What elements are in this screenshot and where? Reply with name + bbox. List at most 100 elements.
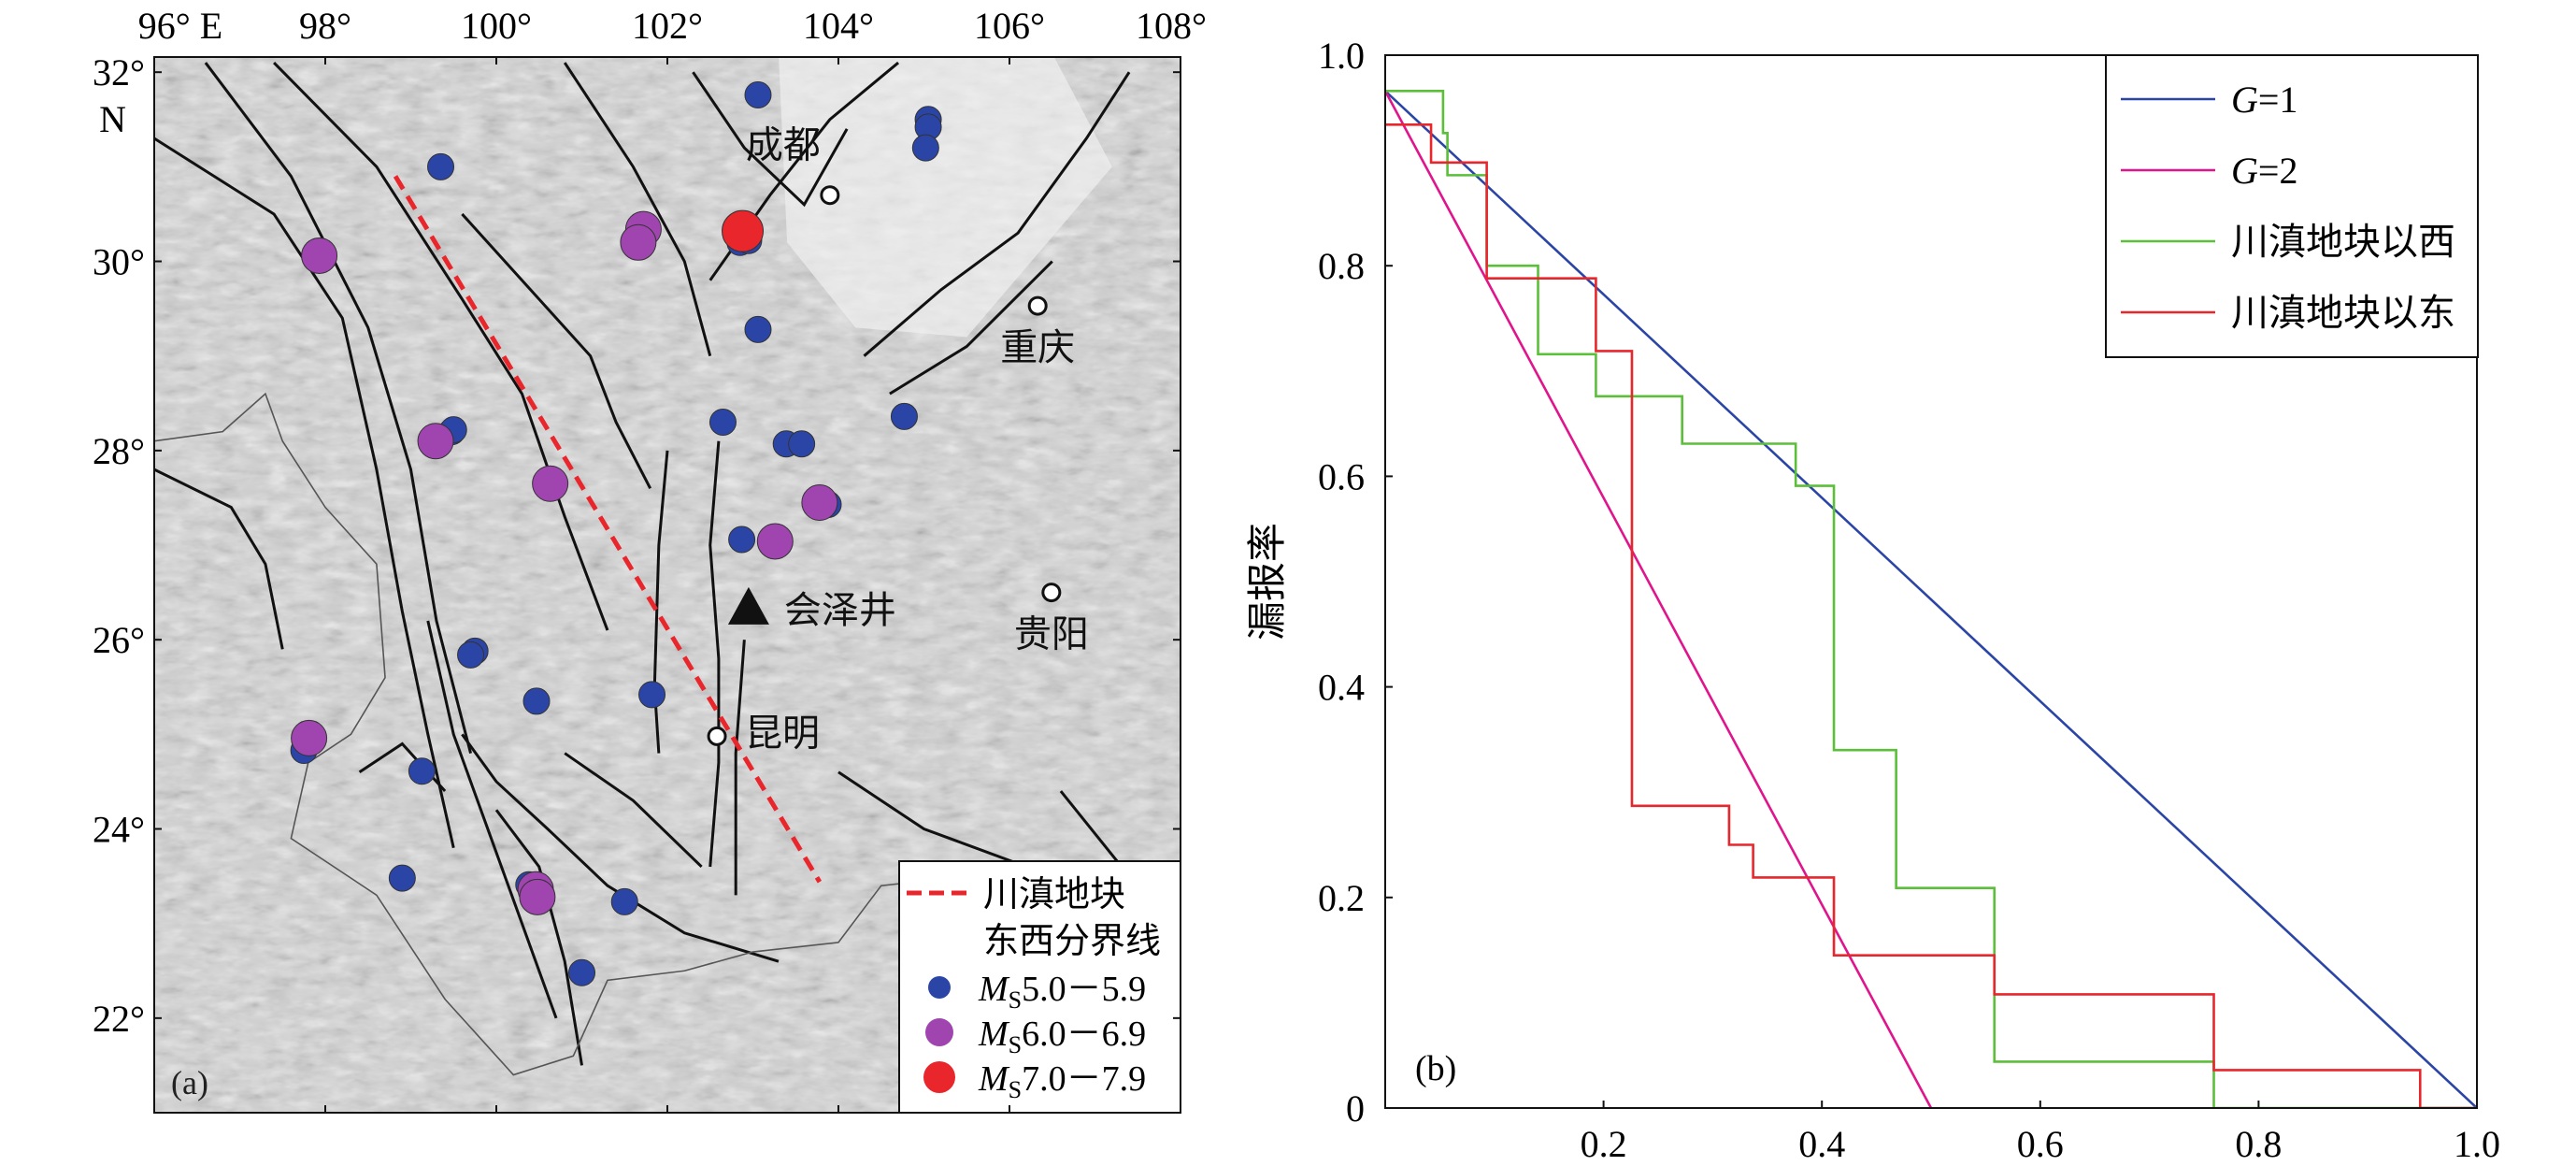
city-label: 昆明 xyxy=(745,712,820,754)
earthquake-ms5 xyxy=(408,757,436,785)
magnitude-range: 6.0－6.9 xyxy=(1022,1015,1146,1054)
fault-line xyxy=(154,137,455,849)
y-tick-label: 0.8 xyxy=(1318,245,1365,287)
chart-svg: 0.20.40.60.81.000.20.40.60.81.0时间占有率漏报率(… xyxy=(1246,35,2500,1165)
magnitude-subscript: S xyxy=(1009,1076,1022,1103)
legend-item-label: MS7.0－7.9 xyxy=(978,1059,1146,1103)
fault-line xyxy=(154,468,284,650)
earthquake-ms6 xyxy=(801,483,838,521)
legend-item-label: 川滇地块以西 xyxy=(2231,221,2455,263)
earthquake-ms5 xyxy=(744,80,772,108)
fault-line xyxy=(564,752,703,869)
y-tick-label: 0.2 xyxy=(1318,877,1365,919)
earthquake-ms6 xyxy=(417,423,454,460)
earthquake-ms5 xyxy=(744,315,772,343)
magnitude-symbol: M xyxy=(978,970,1010,1009)
lon-tick-label: 104° xyxy=(803,5,874,47)
panel-label-a: (a) xyxy=(171,1064,208,1101)
border-line xyxy=(154,392,1096,1076)
earthquake-ms5 xyxy=(911,134,939,162)
earthquake-ms6 xyxy=(532,465,569,502)
earthquake-ms5 xyxy=(522,687,551,715)
lat-hemisphere-label: N xyxy=(99,98,126,140)
x-tick-label: 0.8 xyxy=(2235,1123,2282,1165)
lat-tick-label: 30° xyxy=(93,241,145,283)
plot-area xyxy=(1385,89,2477,1108)
magnitude-symbol: M xyxy=(978,1015,1010,1054)
magnitude-subscript: S xyxy=(1009,986,1022,1014)
legend-rest-part: =1 xyxy=(2258,79,2298,121)
earthquake-ms5 xyxy=(610,887,638,915)
lat-tick-label: 24° xyxy=(93,809,145,851)
y-tick-label: 1.0 xyxy=(1318,35,1365,77)
x-tick-label: 0.6 xyxy=(2017,1123,2064,1165)
y-tick-label: 0.6 xyxy=(1318,455,1365,497)
fault-line xyxy=(734,640,746,896)
earthquake-ms5 xyxy=(568,958,595,986)
lat-tick-label: 32° xyxy=(93,51,145,94)
earthquake-ms5 xyxy=(788,430,816,458)
legend-dot-icon xyxy=(928,976,951,999)
lat-tick-label: 22° xyxy=(93,998,145,1040)
legend-rest-part: =2 xyxy=(2258,150,2298,192)
magnitude-range: 5.0－5.9 xyxy=(1022,970,1146,1009)
lon-tick-label: 102° xyxy=(632,5,703,47)
earthquake-ms7 xyxy=(722,209,765,252)
magnitude-range: 7.0－7.9 xyxy=(1022,1059,1146,1099)
magnitude-subscript: S xyxy=(1009,1031,1022,1058)
city-marker xyxy=(707,726,727,746)
series-line-4 xyxy=(1385,123,2477,1108)
fault-line xyxy=(461,733,780,963)
fault-line xyxy=(563,62,712,357)
fault-line xyxy=(863,71,1131,357)
earthquake-ms6 xyxy=(291,719,328,756)
legend-item-label: G=2 xyxy=(2231,150,2297,192)
sichuan-basin xyxy=(779,57,1112,338)
y-axis-label: 漏报率 xyxy=(1246,523,1290,641)
legend-dot-icon xyxy=(925,1018,953,1046)
fault-line xyxy=(204,62,473,754)
chart-panel: 0.20.40.60.81.000.20.40.60.81.0时间占有率漏报率(… xyxy=(1215,0,2576,1166)
city-marker xyxy=(1041,583,1062,603)
earthquake-ms6 xyxy=(301,237,338,274)
x-tick-label: 0.4 xyxy=(1798,1123,1845,1165)
legend-item-label: 川滇地块以东 xyxy=(2231,292,2455,334)
y-tick-label: 0.4 xyxy=(1318,667,1365,709)
city-marker xyxy=(820,185,840,206)
magnitude-symbol: M xyxy=(978,1059,1010,1099)
city-label: 成都 xyxy=(746,124,821,166)
lon-tick-label: 108° xyxy=(1136,5,1207,47)
x-tick-label: 0.2 xyxy=(1581,1123,1627,1165)
lon-tick-label: 96° E xyxy=(138,5,222,47)
earthquake-ms5 xyxy=(427,152,455,180)
fault-line xyxy=(692,71,849,208)
block-boundary-line xyxy=(393,175,823,884)
city-label: 重庆 xyxy=(1000,326,1075,368)
legend-italic-part: G xyxy=(2231,79,2258,121)
legend-italic-part: G xyxy=(2231,150,2258,192)
map-panel: 成都 重庆 贵阳 昆明 会泽井 (a) 川滇地块 东西分界线 MS5.0－5.9 MS6.0－6.… xyxy=(0,0,1215,1166)
legend-box xyxy=(2105,54,2479,358)
earthquake-ms6 xyxy=(620,223,657,261)
legend-item-label: MS6.0－6.9 xyxy=(978,1015,1146,1058)
legend-dot-icon xyxy=(923,1061,955,1093)
city-marker xyxy=(1027,295,1048,316)
city-label: 贵阳 xyxy=(1014,613,1089,655)
earthquake-ms6 xyxy=(756,523,794,560)
plot-frame xyxy=(1384,54,2478,1109)
legend-line-label: 东西分界线 xyxy=(983,922,1161,961)
fault-line xyxy=(461,212,652,490)
lat-tick-label: 28° xyxy=(93,430,145,472)
fault-line xyxy=(426,620,558,1019)
fault-line xyxy=(708,440,721,868)
fault-line xyxy=(889,260,1053,396)
station-triangle-icon xyxy=(727,586,769,625)
lat-tick-label: 26° xyxy=(93,619,145,661)
fault-line xyxy=(494,809,583,1066)
earthquake-ms6 xyxy=(519,878,556,915)
map-axes: 成都重庆贵阳昆明会泽井(a)川滇地块东西分界线MS5.0－5.9MS6.0－6.… xyxy=(93,5,1207,1114)
lon-tick-label: 100° xyxy=(461,5,532,47)
series-line-1 xyxy=(1385,90,2477,1108)
earthquake-ms5 xyxy=(638,681,666,709)
